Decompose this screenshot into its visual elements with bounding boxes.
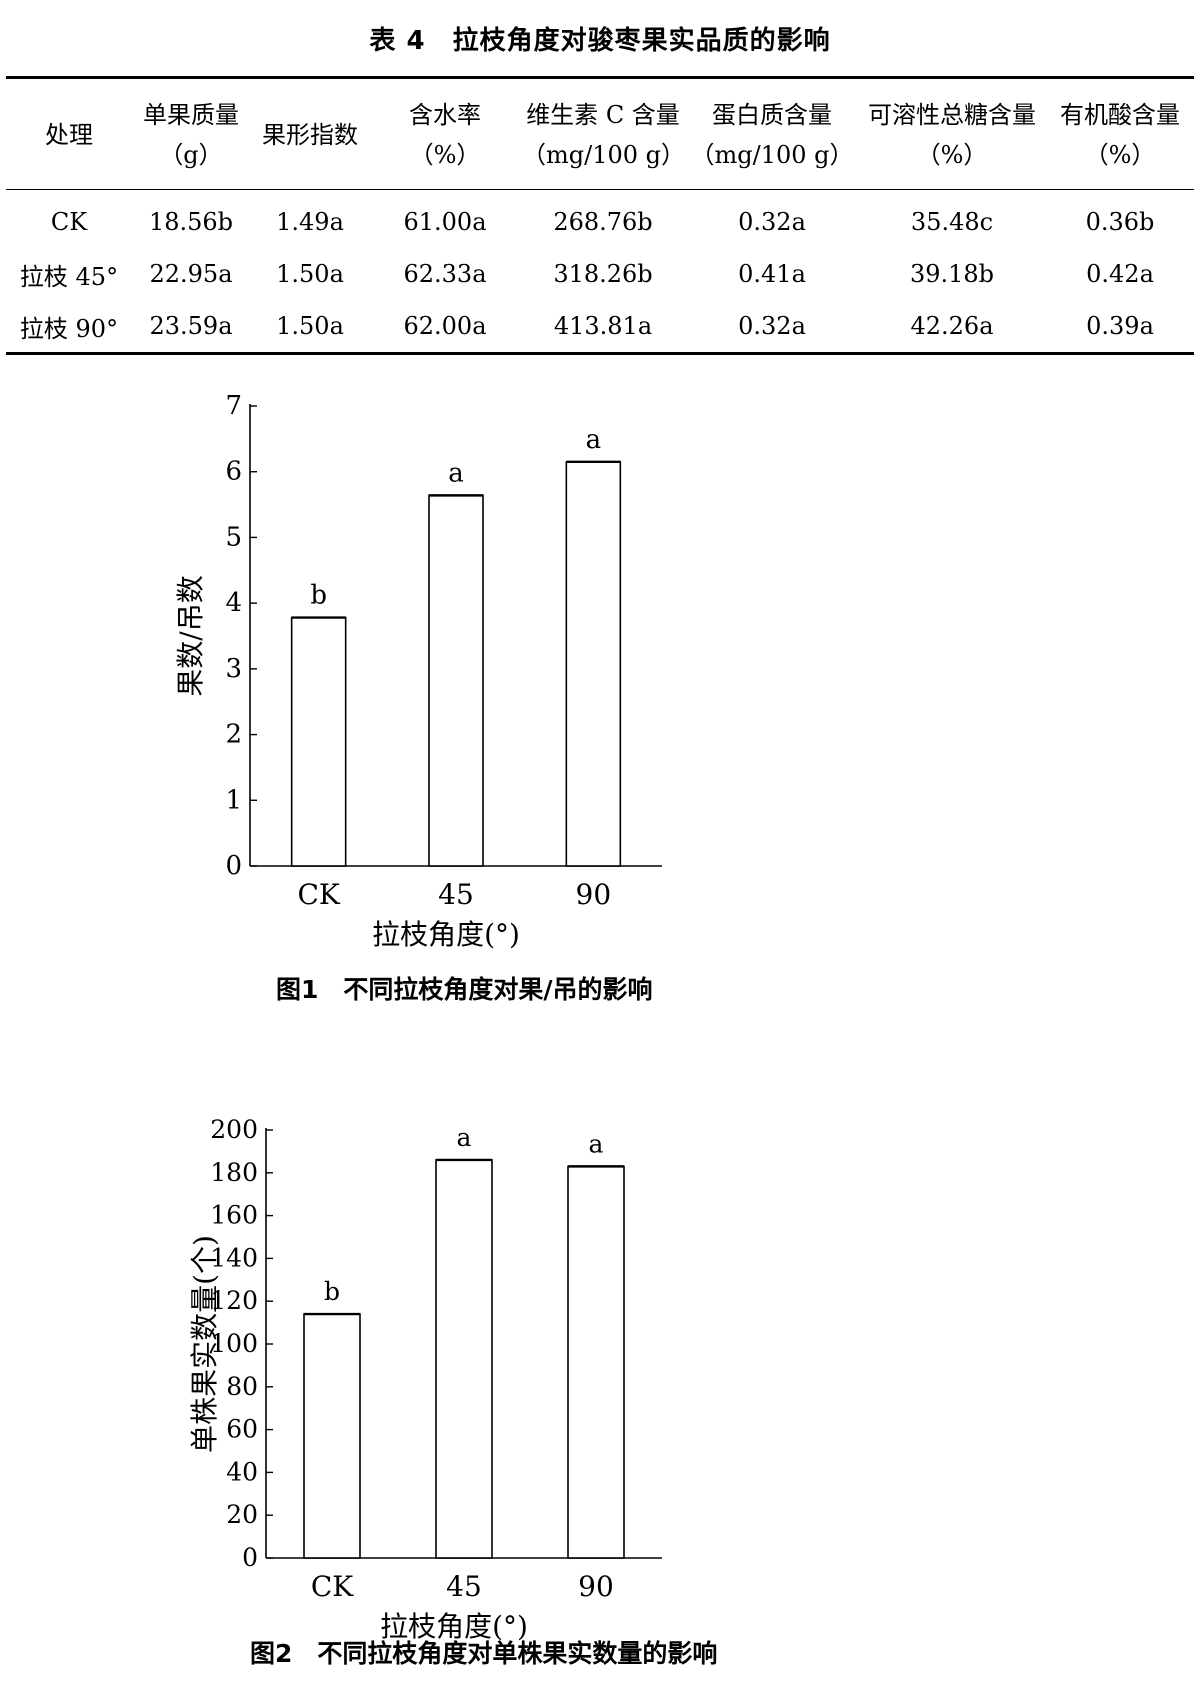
y-tick-label: 20 [226, 1500, 258, 1529]
table-cell: CK [50, 208, 88, 236]
table-cell: 0.42a [1086, 260, 1154, 288]
x-tick-label: 90 [576, 878, 612, 911]
y-tick-label: 7 [225, 391, 242, 421]
table-cell: 22.95a [149, 260, 233, 288]
bar [290, 616, 347, 867]
y-tick-label: 1 [225, 785, 242, 815]
x-tick-label: 90 [578, 1570, 614, 1603]
table-cell: 61.00a [403, 208, 487, 236]
table-cell: 62.33a [403, 260, 487, 288]
table-cell: 0.32a [738, 208, 806, 236]
table-cell: 42.26a [858, 300, 1046, 355]
table-cell: 0.39a [1046, 300, 1194, 355]
y-tick-label: 160 [210, 1201, 258, 1230]
table-cell: 拉枝 45° [19, 262, 119, 291]
figure-1-caption: 图1 不同拉枝角度对果/吊的影响 [276, 975, 653, 1004]
table-row: 拉枝 90° 23.59a 1.50a 62.00a 413.81a 0.32a… [6, 300, 1194, 355]
column-header: 维生素 C 含量 （mg/100 g） [520, 76, 686, 190]
table-cell: 1.50a [250, 300, 370, 355]
column-header: 可溶性总糖含量 （%） [858, 76, 1046, 190]
x-tick-label: CK [297, 878, 340, 911]
table-cell: 318.26b [553, 260, 653, 288]
table-cell: 268.76b [553, 208, 653, 236]
table-row: 拉枝 45° 22.95a 1.50a 62.33a 318.26b 0.41a… [6, 248, 1194, 300]
figure-2-caption: 图2 不同拉枝角度对单株果实数量的影响 [250, 1639, 718, 1668]
table-title: 表 4 拉枝角度对骏枣果实品质的影响 [369, 26, 831, 56]
x-axis-label: 拉枝角度(°) [380, 1610, 528, 1643]
x-tick-label: CK [311, 1570, 354, 1603]
x-axis-label: 拉枝角度(°) [372, 918, 520, 951]
significance-label: a [586, 425, 602, 455]
table-cell: 39.18b [909, 260, 995, 288]
y-tick-label: 6 [225, 457, 242, 487]
significance-label: a [457, 1123, 472, 1152]
column-header: 含水率 （%） [370, 76, 520, 190]
table-row: CK 18.56b 1.49a 61.00a 268.76b 0.32a 35.… [6, 190, 1194, 249]
table-cell: 0.36b [1085, 208, 1155, 236]
significance-label: b [310, 581, 327, 611]
y-tick-label: 4 [225, 588, 242, 618]
y-tick-label: 3 [225, 654, 242, 684]
x-tick-label: 45 [438, 878, 474, 911]
column-header: 有机酸含量 （%） [1046, 76, 1194, 190]
y-axis-label: 单株果实数量(个) [188, 1235, 221, 1453]
bar [303, 1313, 361, 1559]
column-header: 蛋白质含量 （mg/100 g） [686, 76, 858, 190]
y-tick-label: 60 [226, 1415, 258, 1444]
table-cell: 1.49a [276, 208, 344, 236]
table-header-row: 处理 单果质量 （g） 果形指数 含水率 （%） 维生素 C 含量 （mg/100 g… [6, 76, 1194, 190]
table-cell: 0.41a [738, 260, 806, 288]
bar [567, 1165, 625, 1559]
x-tick-label: 45 [446, 1570, 482, 1603]
table-cell: 23.59a [132, 300, 250, 355]
y-tick-label: 120 [210, 1286, 258, 1315]
significance-label: a [589, 1129, 604, 1158]
quality-table: 处理 单果质量 （g） 果形指数 含水率 （%） 维生素 C 含量 （mg/100 g… [6, 76, 1194, 355]
table-cell: 62.00a [370, 300, 520, 355]
table-cell: 1.50a [276, 260, 344, 288]
table-cell: 413.81a [520, 300, 686, 355]
bar [428, 494, 484, 867]
bar [435, 1159, 493, 1559]
y-tick-label: 40 [226, 1457, 258, 1486]
table-cell: 35.48c [910, 208, 994, 236]
y-tick-label: 5 [225, 522, 242, 552]
y-tick-label: 140 [210, 1243, 258, 1272]
y-axis-label: 果数/吊数 [174, 575, 207, 696]
column-header: 果形指数 [250, 76, 370, 190]
y-tick-label: 100 [210, 1329, 258, 1358]
significance-label: b [324, 1277, 340, 1306]
figure-2-bar-chart: 0 20 40 60 80 100 120 140 160 180 200 b CK a 45 a 90 拉枝角度… [188, 1115, 662, 1643]
table-cell: 18.56b [148, 208, 234, 236]
y-tick-label: 0 [225, 851, 242, 881]
column-header: 处理 [6, 76, 132, 190]
table-cell: 0.32a [686, 300, 858, 355]
y-tick-label: 200 [210, 1115, 258, 1144]
table-cell: 拉枝 90° [6, 300, 132, 355]
y-tick-label: 0 [242, 1543, 258, 1572]
y-tick-label: 2 [225, 720, 242, 750]
column-header: 单果质量 （g） [132, 76, 250, 190]
y-tick-label: 180 [210, 1158, 258, 1187]
significance-label: a [448, 458, 464, 488]
bar [565, 461, 622, 867]
y-tick-label: 80 [226, 1372, 258, 1401]
